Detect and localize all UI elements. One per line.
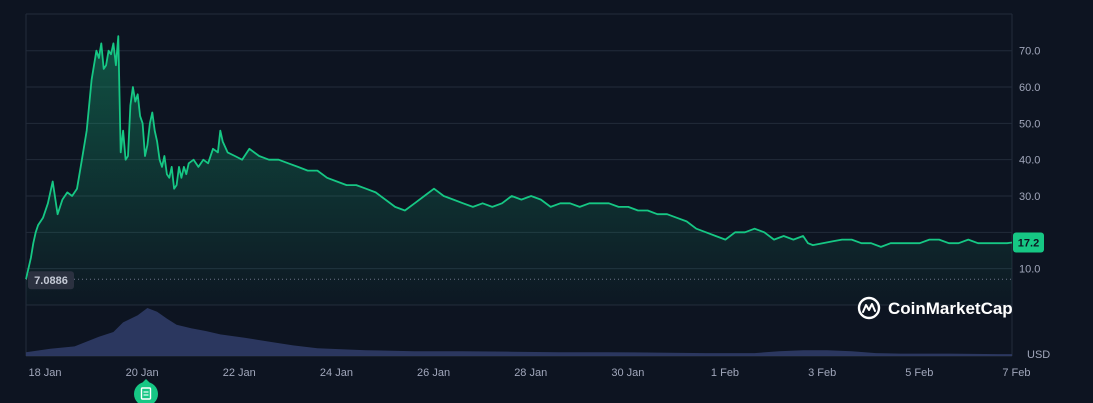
x-tick-label: 5 Feb <box>905 367 933 379</box>
coinmarketcap-logo-text: CoinMarketCap <box>888 299 1013 318</box>
price-line <box>25 35 1013 280</box>
x-tick-label: 7 Feb <box>1002 367 1030 379</box>
y-tick-label: 60.0 <box>1019 82 1040 94</box>
y-axis-ticks: 10.0 30.0 40.0 50.0 60.0 70.0 <box>1019 46 1040 276</box>
y-tick-label: 10.0 <box>1019 264 1040 276</box>
x-tick-label: 22 Jan <box>223 367 256 379</box>
x-tick-label: 3 Feb <box>808 367 836 379</box>
x-tick-label: 1 Feb <box>711 367 739 379</box>
x-axis-ticks: 18 Jan 20 Jan 22 Jan 24 Jan 26 Jan 28 Jan 30 J… <box>28 367 1030 379</box>
document-icon <box>140 387 152 400</box>
x-tick-label: 26 Jan <box>417 367 450 379</box>
price-area <box>26 36 1012 305</box>
y-tick-label: 40.0 <box>1019 155 1040 167</box>
volume-layer <box>26 308 1012 356</box>
low-price-label: 7.0886 <box>34 275 68 287</box>
x-tick-label: 28 Jan <box>514 367 547 379</box>
current-price-label: 17.2 <box>1018 238 1039 250</box>
news-event-marker[interactable] <box>134 379 158 403</box>
coinmarketcap-logo: CoinMarketCap <box>857 296 1013 320</box>
y-tick-label: 70.0 <box>1019 46 1040 58</box>
currency-label: USD <box>1027 349 1050 361</box>
x-tick-label: 20 Jan <box>126 367 159 379</box>
coinmarketcap-logo-icon <box>857 296 881 320</box>
current-price-badge: 17.2 <box>1013 232 1044 253</box>
x-tick-label: 30 Jan <box>611 367 644 379</box>
x-tick-label: 24 Jan <box>320 367 353 379</box>
y-tick-label: 50.0 <box>1019 118 1040 130</box>
x-tick-label: 18 Jan <box>28 367 61 379</box>
low-price-badge: 7.0886 <box>28 271 74 290</box>
volume-area <box>26 308 1012 356</box>
y-tick-label: 30.0 <box>1019 191 1040 203</box>
